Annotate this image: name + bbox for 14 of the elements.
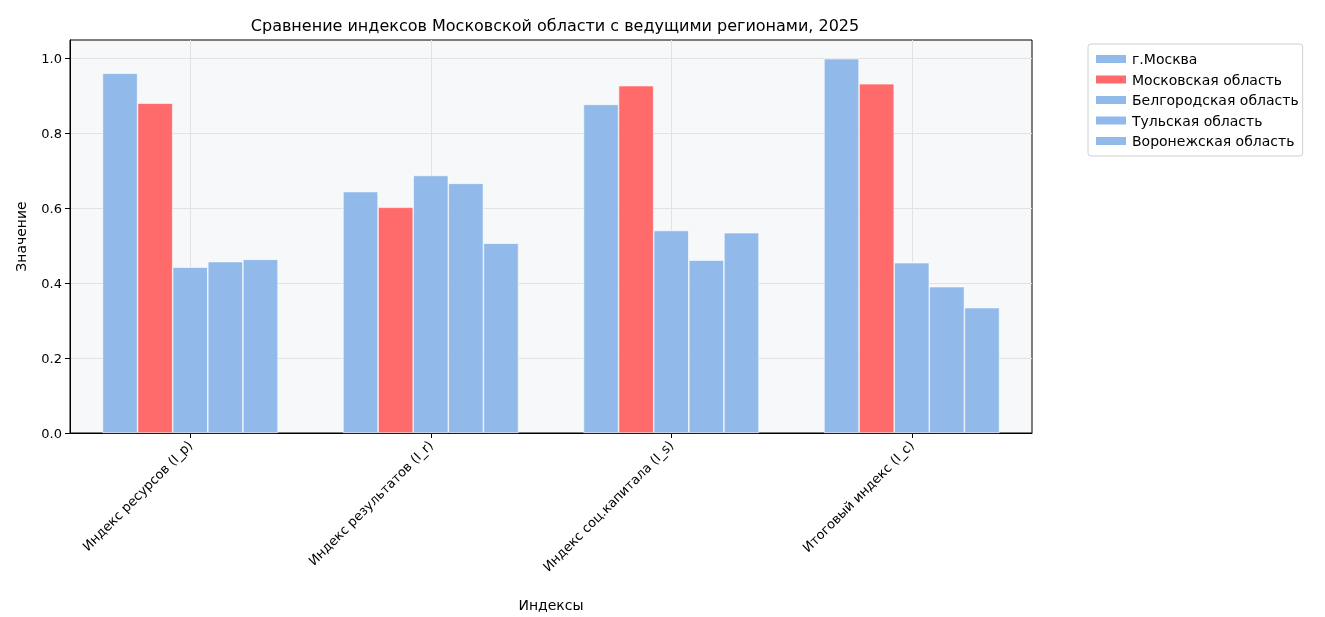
chart-title: Сравнение индексов Московской области с ведущими регионами, 2025 <box>250 15 860 35</box>
legend-label: г.Москва <box>1132 51 1198 67</box>
y-tick-label: 0.6 <box>41 200 62 216</box>
x-axis-title: Индексы <box>518 597 584 613</box>
legend-label: Белгородская область <box>1132 92 1299 108</box>
legend-label: Московская область <box>1132 71 1283 88</box>
legend-label: Тульская область <box>1131 112 1263 129</box>
y-tick-label: 0.4 <box>41 275 62 291</box>
legend-label: Воронежская область <box>1132 133 1295 149</box>
y-tick-label: 1.0 <box>41 51 62 67</box>
y-tick-label: 0.8 <box>41 126 62 142</box>
y-axis-title: Значение <box>13 201 29 272</box>
y-tick-label: 0.0 <box>41 425 62 441</box>
y-tick-label: 0.2 <box>41 350 62 366</box>
